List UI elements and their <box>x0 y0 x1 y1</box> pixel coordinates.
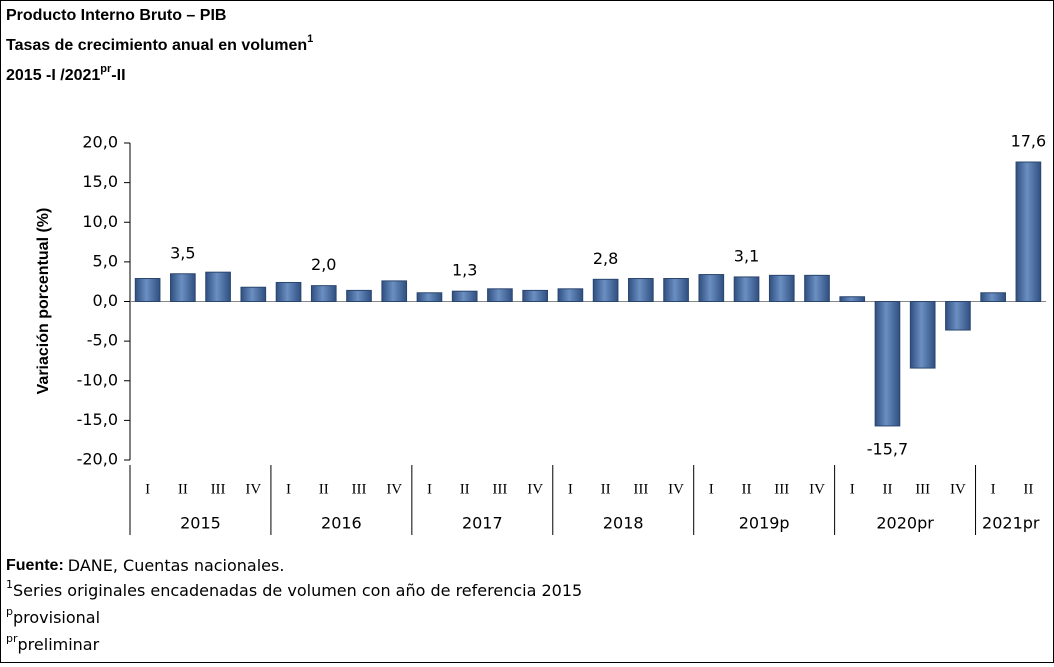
x-tick-label: I <box>991 481 996 497</box>
bar <box>874 301 901 427</box>
bar <box>663 278 689 302</box>
bar <box>1015 161 1042 302</box>
x-tick-label: IV <box>245 481 261 497</box>
data-label: 1,3 <box>452 261 477 280</box>
bar <box>205 271 231 302</box>
x-tick-label: III <box>352 481 367 497</box>
bar <box>768 274 795 303</box>
bar <box>134 278 161 302</box>
x-tick-label: III <box>633 481 648 497</box>
bar <box>240 286 267 302</box>
y-tick-label: -10,0 <box>77 370 118 389</box>
bar <box>451 290 478 303</box>
period: 2015 -I /2021pr-II <box>6 63 126 84</box>
x-tick-label: I <box>427 481 432 497</box>
y-tick-label: -15,0 <box>77 410 118 429</box>
x-tick-label: II <box>742 481 752 497</box>
x-tick-label: I <box>568 481 573 497</box>
bar <box>557 288 584 303</box>
bar <box>346 289 372 302</box>
x-tick-label: I <box>850 481 855 497</box>
bar <box>592 278 619 302</box>
year-label: 2018 <box>603 514 644 533</box>
year-label: 2015 <box>180 514 221 533</box>
bar <box>416 292 443 303</box>
x-tick-label: I <box>709 481 714 497</box>
footnote: 1Series originales encadenadas de volume… <box>6 578 582 600</box>
year-label: 2017 <box>462 514 503 533</box>
footnote: prpreliminar <box>6 632 100 654</box>
x-tick-label: III <box>774 481 789 497</box>
y-tick-label: -20,0 <box>77 450 118 469</box>
bar <box>170 273 196 303</box>
x-tick-label: I <box>286 481 291 497</box>
data-label: 3,5 <box>170 243 195 262</box>
bar <box>275 281 302 303</box>
x-tick-label: II <box>178 481 188 497</box>
chart-title: Producto Interno Bruto – PIB <box>6 7 226 24</box>
x-tick-label: II <box>1023 481 1033 497</box>
bar <box>909 301 936 369</box>
x-tick-label: II <box>460 481 470 497</box>
footnote: pprovisional <box>6 605 100 627</box>
y-tick-label: 5,0 <box>93 251 118 270</box>
x-tick-label: IV <box>809 481 825 497</box>
y-tick-label: -5,0 <box>87 331 118 350</box>
year-label: 2021pr <box>982 514 1040 533</box>
y-tick-label: 10,0 <box>82 212 118 231</box>
y-tick-label: 15,0 <box>82 172 118 191</box>
year-label: 2019p <box>739 514 790 533</box>
x-tick-label: II <box>601 481 611 497</box>
data-label: 17,6 <box>1011 132 1047 151</box>
x-tick-label: I <box>145 481 150 497</box>
data-label: 3,1 <box>734 246 759 265</box>
y-tick-label: 20,0 <box>82 133 118 152</box>
year-label: 2020pr <box>876 514 934 533</box>
data-label: 2,0 <box>311 255 336 274</box>
bar <box>487 288 513 303</box>
bar <box>310 285 337 302</box>
bar <box>698 274 725 302</box>
y-axis-label: Variación porcentual (%) <box>35 208 52 395</box>
bar <box>804 274 830 303</box>
data-label: 2,8 <box>593 249 618 268</box>
x-tick-label: IV <box>950 481 966 497</box>
subtitle: Tasas de crecimiento anual en volumen1 <box>6 33 313 54</box>
x-tick-label: IV <box>527 481 543 497</box>
bar <box>980 292 1006 303</box>
bar <box>628 278 654 302</box>
year-label: 2016 <box>321 514 362 533</box>
bar <box>522 289 548 302</box>
x-tick-label: III <box>492 481 507 497</box>
footnote: Fuente: DANE, Cuentas nacionales. <box>6 556 284 575</box>
x-tick-label: III <box>211 481 226 497</box>
bar <box>733 276 760 302</box>
bar <box>381 280 408 302</box>
bar <box>839 296 866 302</box>
x-tick-label: II <box>882 481 892 497</box>
x-tick-label: III <box>915 481 930 497</box>
x-tick-label: IV <box>386 481 402 497</box>
data-label: -15,7 <box>867 439 908 458</box>
y-tick-label: 0,0 <box>93 291 118 310</box>
x-tick-label: II <box>319 481 329 497</box>
x-tick-label: IV <box>668 481 684 497</box>
bar <box>945 301 971 331</box>
